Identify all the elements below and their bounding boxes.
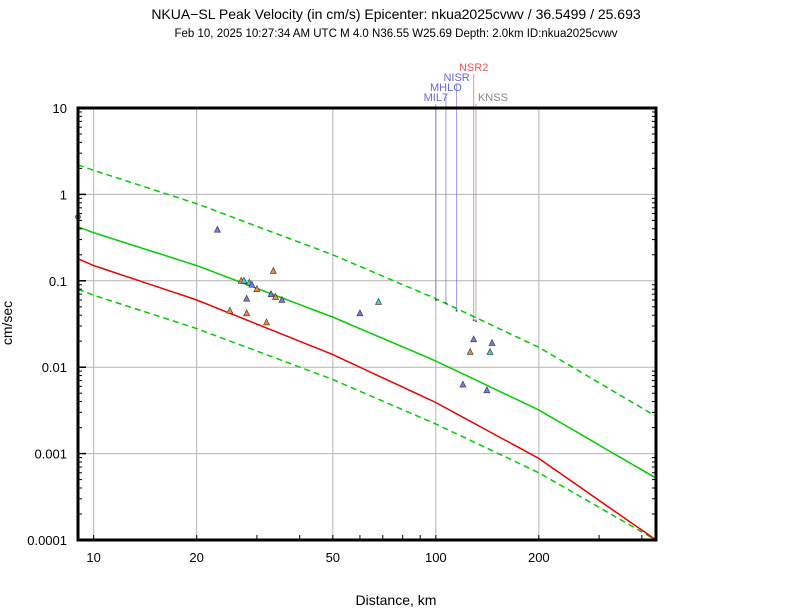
x-tick-label: 200	[528, 550, 550, 565]
y-tick-label: 1	[60, 187, 67, 202]
station-point	[455, 309, 458, 312]
data-point	[267, 290, 275, 297]
station-label: MIL7	[424, 92, 448, 104]
x-axis-label: Distance, km	[356, 592, 437, 608]
confidence-curve	[77, 164, 657, 417]
station-point	[444, 302, 447, 305]
plot-frame	[76, 106, 658, 542]
prediction-curve	[77, 258, 657, 541]
data-point	[269, 266, 277, 274]
y-tick-label: 10	[53, 101, 67, 116]
data-point	[356, 309, 364, 317]
data-point	[488, 338, 496, 346]
attenuation-curves	[77, 164, 657, 541]
chart-title: NKUA−SL Peak Velocity (in cm/s) Epicente…	[151, 6, 641, 22]
data-point	[278, 295, 286, 303]
data-point	[243, 309, 251, 317]
y-axis-label: cm/sec	[0, 301, 15, 345]
station-point	[474, 320, 477, 323]
grid	[78, 107, 656, 541]
data-points	[75, 214, 496, 394]
confidence-curve	[77, 288, 657, 541]
y-tick-label: 0.01	[42, 360, 67, 375]
y-tick-label: 0.001	[34, 447, 67, 462]
data-point	[243, 294, 251, 302]
x-tick-label: 100	[425, 550, 447, 565]
x-tick-label: 20	[189, 550, 203, 565]
x-tick-label: 50	[326, 550, 340, 565]
station-label: KNSS	[478, 92, 508, 104]
data-point	[486, 347, 494, 355]
data-point	[253, 285, 261, 292]
data-point	[248, 280, 256, 288]
x-tick-label: 10	[86, 550, 100, 565]
data-point	[213, 225, 221, 233]
station-point	[472, 319, 475, 322]
data-point	[483, 386, 491, 394]
data-point	[263, 318, 270, 326]
station-point	[434, 298, 437, 301]
y-tick-label: 0.0001	[27, 533, 67, 548]
data-point	[459, 380, 467, 388]
data-point	[466, 347, 474, 355]
data-point	[226, 306, 234, 314]
station-label: NSR2	[459, 62, 488, 74]
station-label: NISR	[443, 72, 469, 84]
data-point	[375, 297, 383, 305]
station-label: MHLO	[430, 82, 462, 94]
data-point	[470, 335, 478, 343]
axis-ticks: 10 1 0.1 0.01 0.001 0.0001 10 20 50 100 200	[27, 101, 656, 565]
data-point	[240, 276, 248, 284]
data-point	[272, 292, 279, 300]
prediction-curve	[77, 226, 657, 479]
y-tick-label: 0.1	[49, 274, 67, 289]
chart-subtitle: Feb 10, 2025 10:27:34 AM UTC M 4.0 N36.5…	[175, 28, 618, 40]
